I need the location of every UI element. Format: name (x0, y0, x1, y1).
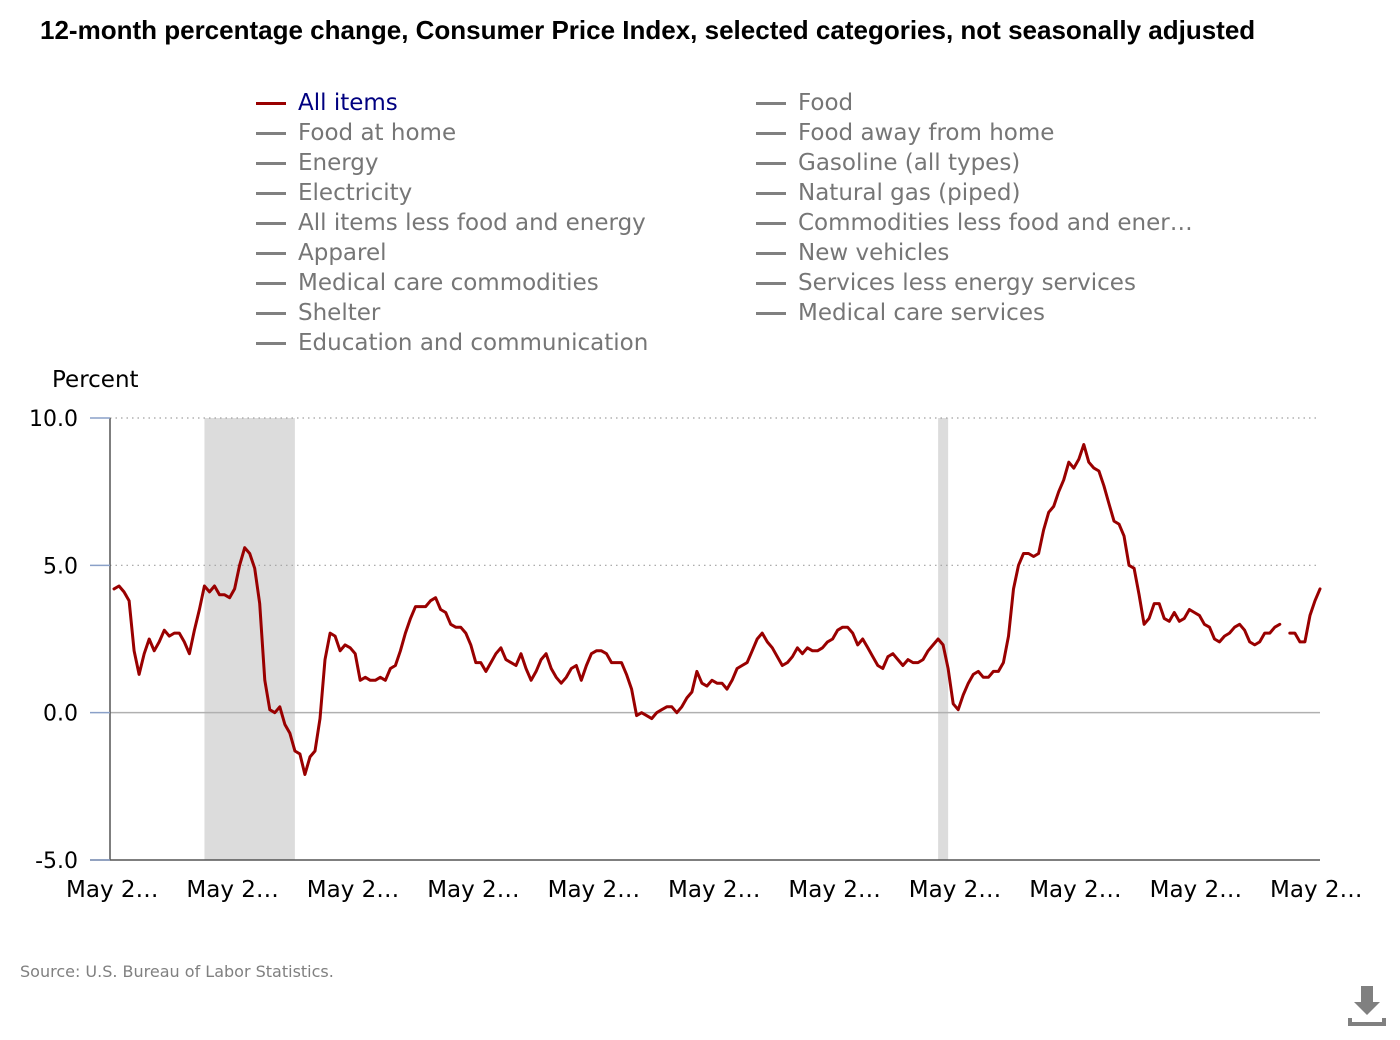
legend-item[interactable]: Food away from home (756, 118, 1054, 148)
legend-label: Electricity (298, 180, 413, 206)
legend-label: New vehicles (798, 240, 950, 266)
x-tick-label: May 2… (66, 877, 159, 903)
y-tick-label: -5.0 (35, 849, 78, 874)
legend-swatch (256, 191, 286, 195)
x-tick-label: May 2… (1150, 877, 1243, 903)
y-axis-label: Percent (52, 367, 139, 393)
legend-swatch (256, 161, 286, 165)
y-tick-label: 0.0 (43, 702, 78, 727)
recession-band (204, 418, 295, 860)
legend-item[interactable]: Apparel (256, 238, 387, 268)
legend-label: Services less energy services (798, 270, 1136, 296)
y-tick-label: 5.0 (43, 554, 78, 579)
x-tick-label: May 2… (307, 877, 400, 903)
legend-swatch (756, 221, 786, 225)
legend-label: Apparel (298, 240, 387, 266)
legend-item[interactable]: Medical care commodities (256, 268, 599, 298)
legend-item[interactable]: Medical care services (756, 298, 1045, 328)
legend-item[interactable]: Services less energy services (756, 268, 1136, 298)
legend-swatch (756, 161, 786, 165)
recession-band (938, 418, 949, 860)
legend-label: Energy (298, 150, 379, 176)
legend-label: Medical care services (798, 300, 1045, 326)
series-line (112, 443, 1282, 776)
x-tick-label: May 2… (1029, 877, 1122, 903)
line-chart: 10.0 5.0 0.0 -5.0 Percent May 2… May 2… May 2… M… (29, 367, 1363, 903)
legend-item[interactable]: Food at home (256, 118, 456, 148)
legend-item[interactable]: Commodities less food and ener… (756, 208, 1193, 238)
legend-item[interactable]: New vehicles (756, 238, 949, 268)
x-tick-label: May 2… (548, 877, 641, 903)
legend-label: Medical care commodities (298, 270, 599, 296)
legend-label: All items less food and energy (298, 210, 646, 236)
y-tick-label: 10.0 (29, 407, 78, 432)
legend-item[interactable]: Education and communication (256, 328, 648, 358)
legend-swatch (756, 251, 786, 255)
legend-item[interactable]: Food (756, 88, 853, 118)
legend-label: Education and communication (298, 330, 649, 356)
legend-label: Shelter (298, 300, 381, 326)
legend-item[interactable]: Energy (256, 148, 379, 178)
legend-swatch (756, 311, 786, 315)
chart-title: 12-month percentage change, Consumer Pri… (40, 15, 1256, 45)
legend-item[interactable]: Shelter (256, 298, 380, 328)
legend-label: Gasoline (all types) (798, 150, 1021, 176)
legend-label: Food (798, 90, 854, 116)
x-tick-label: May 2… (1270, 877, 1363, 903)
legend-item[interactable]: Electricity (256, 178, 412, 208)
legend-swatch (756, 101, 786, 105)
legend-label: Commodities less food and ener… (798, 210, 1193, 236)
legend-swatch (256, 281, 286, 285)
legend-swatch (756, 191, 786, 195)
source-note: Source: U.S. Bureau of Labor Statistics. (20, 962, 334, 981)
legend-label: Natural gas (piped) (798, 180, 1021, 206)
legend-item[interactable]: Gasoline (all types) (756, 148, 1020, 178)
legend-label: Food at home (298, 120, 457, 146)
legend-swatch (256, 101, 286, 105)
legend-item[interactable]: All items (256, 88, 398, 118)
legend-swatch (256, 251, 286, 255)
download-icon[interactable] (1342, 980, 1392, 1030)
x-tick-label: May 2… (788, 877, 881, 903)
x-tick-label: May 2… (427, 877, 520, 903)
series-line (1288, 587, 1322, 644)
legend-swatch (756, 281, 786, 285)
legend-label: All items (298, 90, 398, 116)
legend-swatch (256, 221, 286, 225)
legend-swatch (256, 311, 286, 315)
x-tick-label: May 2… (668, 877, 761, 903)
legend-item[interactable]: All items less food and energy (256, 208, 646, 238)
legend-swatch (256, 131, 286, 135)
legend-swatch (256, 341, 286, 345)
x-tick-label: May 2… (909, 877, 1002, 903)
legend-item[interactable]: Natural gas (piped) (756, 178, 1020, 208)
legend-swatch (756, 131, 786, 135)
x-tick-label: May 2… (186, 877, 279, 903)
legend-label: Food away from home (798, 120, 1055, 146)
